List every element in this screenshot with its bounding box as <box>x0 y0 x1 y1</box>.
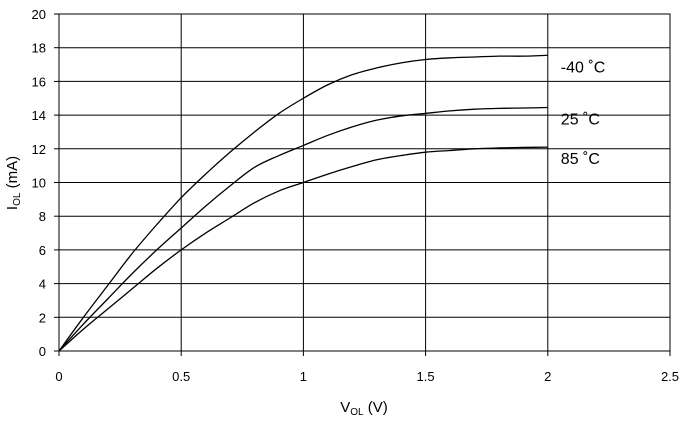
x-tick-label: 1 <box>300 369 307 384</box>
x-tick-label: 1.5 <box>417 369 435 384</box>
y-tick-label: 2 <box>39 310 46 325</box>
y-tick-label: 12 <box>32 142 46 157</box>
y-tick-label: 6 <box>39 243 46 258</box>
y-tick-label: 18 <box>32 41 46 56</box>
x-axis-title-subscript: OL <box>350 407 364 418</box>
series-layer <box>58 54 548 352</box>
x-tick-label: 0 <box>55 369 62 384</box>
y-tick-label: 14 <box>32 108 46 123</box>
y-tick-label: 16 <box>32 74 46 89</box>
y-axis-title-main: I <box>4 206 21 210</box>
y-tick-label: 20 <box>32 7 46 22</box>
x-axis-title: VOL (V) <box>340 399 388 418</box>
x-axis-title-unit: (V) <box>364 399 388 416</box>
legend-layer: -40 ˚C 25 ˚C 85 ˚C <box>561 59 605 168</box>
y-tick-label: 4 <box>39 277 46 292</box>
x-tick-label: 2 <box>544 369 551 384</box>
x-tick-label: 0.5 <box>172 369 190 384</box>
series-line-3 <box>58 146 548 352</box>
y-tick-label: 0 <box>39 344 46 359</box>
tick-layer: 0 2 4 6 8 10 12 14 16 18 20 0 0.5 1 1.5 2 2.5 <box>32 7 680 384</box>
x-axis-title-main: V <box>340 399 350 416</box>
y-axis-title-unit: (mA) <box>4 156 21 193</box>
series-line-2 <box>58 106 548 352</box>
series-label-3: 85 ˚C <box>561 151 600 168</box>
y-tick-label: 8 <box>39 209 46 224</box>
y-axis-title: IOL (mA) <box>4 156 23 210</box>
series-label-1: -40 ˚C <box>561 59 605 76</box>
series-line-1 <box>58 54 548 352</box>
series-label-2: 25 ˚C <box>561 112 600 129</box>
grid-layer <box>58 13 671 352</box>
x-tick-label: 2.5 <box>661 369 679 384</box>
y-tick-label: 10 <box>32 176 46 191</box>
y-axis-title-subscript: OL <box>12 192 23 206</box>
